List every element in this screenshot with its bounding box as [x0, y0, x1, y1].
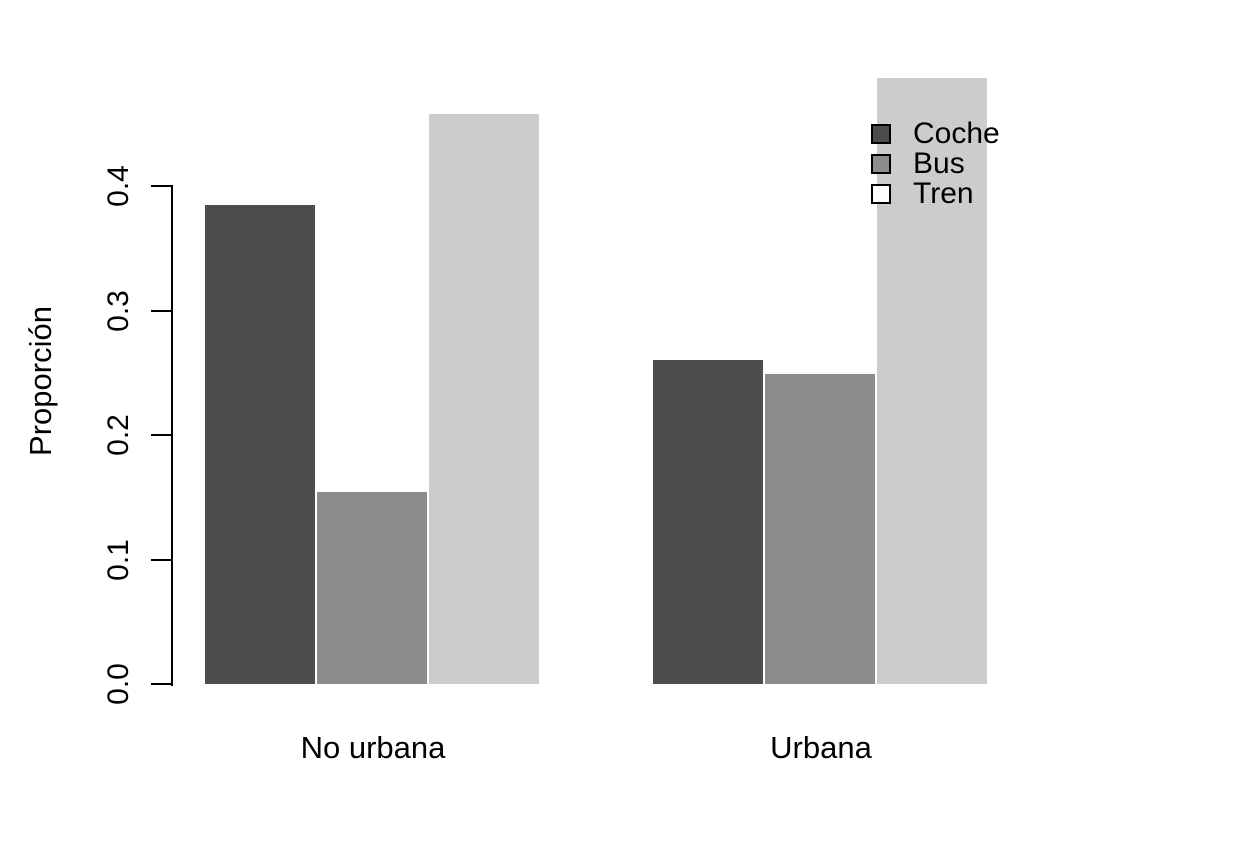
- bar-bus-urbana: [765, 374, 875, 684]
- bar-bus-no-urbana: [317, 492, 427, 684]
- y-tick-0.1: [151, 559, 172, 561]
- legend-label-bus: Bus: [913, 147, 965, 180]
- x-category-label-urbana: Urbana: [770, 730, 872, 765]
- legend-label-coche: Coche: [913, 117, 1000, 150]
- legend-label-tren: Tren: [913, 177, 974, 210]
- bar-coche-urbana: [653, 360, 763, 684]
- legend: Coche Bus Tren: [871, 119, 1000, 209]
- bar-tren-urbana: [877, 78, 987, 684]
- y-tick-label-0.0: 0.0: [102, 663, 135, 705]
- x-category-label-no-urbana: No urbana: [300, 730, 446, 765]
- bar-coche-no-urbana: [205, 205, 315, 684]
- legend-swatch-tren: [871, 184, 891, 204]
- y-axis-title: Proporción: [23, 306, 58, 456]
- y-tick-0.2: [151, 434, 172, 436]
- legend-row-coche: Coche: [871, 119, 1000, 149]
- y-tick-0.4: [151, 185, 172, 187]
- legend-row-tren: Tren: [871, 179, 1000, 209]
- y-tick-label-0.1: 0.1: [102, 539, 135, 581]
- y-tick-label-0.4: 0.4: [102, 165, 135, 207]
- legend-row-bus: Bus: [871, 149, 1000, 179]
- y-tick-label-0.2: 0.2: [102, 414, 135, 456]
- y-axis-line: [171, 185, 173, 686]
- y-tick-label-0.3: 0.3: [102, 290, 135, 332]
- y-tick-0.3: [151, 310, 172, 312]
- y-tick-0.0: [151, 683, 172, 685]
- legend-swatch-coche: [871, 124, 891, 144]
- bar-tren-no-urbana: [429, 114, 539, 684]
- legend-swatch-bus: [871, 154, 891, 174]
